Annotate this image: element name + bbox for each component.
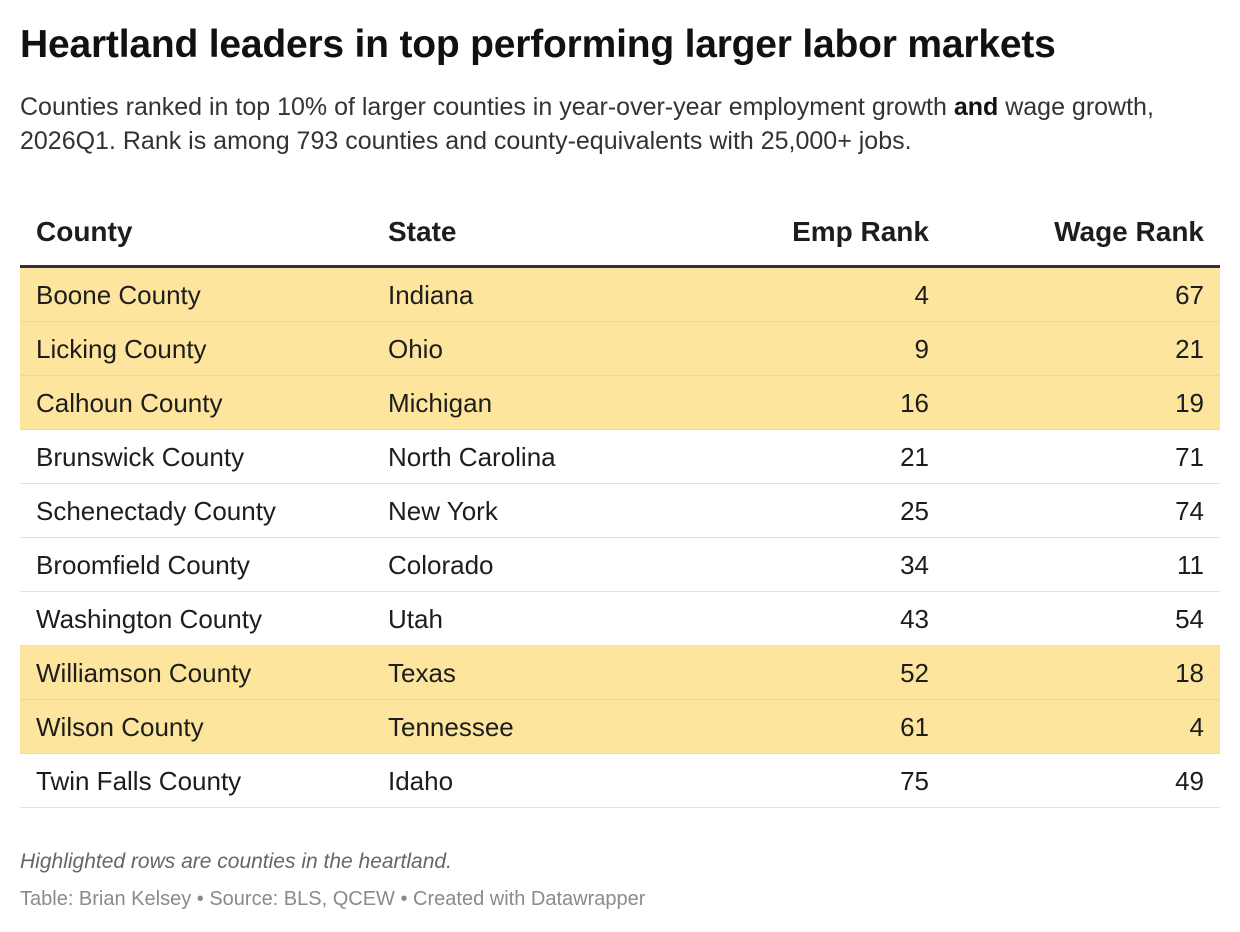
cell-state: North Carolina xyxy=(388,442,556,472)
table-header: County State Emp Rank Wage Rank xyxy=(20,200,1220,268)
cell-emp-rank: 16 xyxy=(900,388,929,418)
subtitle-text-end: wage growth, 2026Q1. Rank is among 793 c… xyxy=(20,93,1154,155)
column-header-emp-rank[interactable]: Emp Rank xyxy=(792,216,929,247)
cell-emp-rank: 75 xyxy=(900,766,929,796)
cell-wage-rank: 74 xyxy=(1175,496,1204,526)
cell-county: Licking County xyxy=(36,334,207,364)
cell-county: Calhoun County xyxy=(36,388,223,418)
table-row: Calhoun County Michigan 16 19 xyxy=(20,376,1220,430)
table-row: Williamson County Texas 52 18 xyxy=(20,646,1220,700)
table-row: Boone County Indiana 4 67 xyxy=(20,268,1220,322)
table-row: Washington County Utah 43 54 xyxy=(20,592,1220,646)
table-row: Brunswick County North Carolina 21 71 xyxy=(20,430,1220,484)
cell-county: Brunswick County xyxy=(36,442,245,472)
cell-county: Williamson County xyxy=(36,658,252,688)
cell-emp-rank: 52 xyxy=(900,658,929,688)
cell-state: Tennessee xyxy=(388,712,514,742)
cell-emp-rank: 21 xyxy=(900,442,929,472)
table-row: Licking County Ohio 9 21 xyxy=(20,322,1220,376)
cell-county: Washington County xyxy=(36,604,262,634)
cell-emp-rank: 34 xyxy=(900,550,929,580)
cell-state: Michigan xyxy=(388,388,493,418)
cell-state: Utah xyxy=(388,604,443,634)
cell-county: Boone County xyxy=(36,280,201,310)
cell-wage-rank: 71 xyxy=(1175,442,1204,472)
column-header-state[interactable]: State xyxy=(388,216,457,247)
cell-wage-rank: 21 xyxy=(1175,334,1204,364)
chart-title: Heartland leaders in top performing larg… xyxy=(20,23,1056,66)
table-row: Twin Falls County Idaho 75 49 xyxy=(20,754,1220,808)
table-note: Highlighted rows are counties in the hea… xyxy=(20,850,452,873)
cell-wage-rank: 49 xyxy=(1175,766,1204,796)
table-body: Boone County Indiana 4 67 Licking County Ohio… xyxy=(20,268,1220,808)
subtitle-text-start: Counties ranked in top 10% of larger cou… xyxy=(20,93,954,121)
table-row: Wilson County Tennessee 61 4 xyxy=(20,700,1220,754)
data-table: County State Emp Rank Wage Rank Boone Co… xyxy=(20,200,1220,808)
cell-emp-rank: 25 xyxy=(900,496,929,526)
cell-wage-rank: 18 xyxy=(1175,658,1204,688)
cell-county: Schenectady County xyxy=(36,496,276,526)
column-header-county[interactable]: County xyxy=(36,216,133,247)
subtitle-text-bold: and xyxy=(953,93,999,121)
cell-emp-rank: 9 xyxy=(914,334,929,364)
cell-wage-rank: 19 xyxy=(1175,388,1204,418)
cell-county: Broomfield County xyxy=(36,550,250,580)
cell-emp-rank: 4 xyxy=(914,280,929,310)
cell-state: Indiana xyxy=(388,280,474,310)
cell-state: Colorado xyxy=(388,550,494,580)
cell-state: Idaho xyxy=(388,766,454,796)
table-source: Table: Brian Kelsey • Source: BLS, QCEW … xyxy=(20,888,646,910)
cell-county: Twin Falls County xyxy=(36,766,242,796)
cell-emp-rank: 43 xyxy=(900,604,929,634)
cell-wage-rank: 54 xyxy=(1175,604,1204,634)
cell-wage-rank: 11 xyxy=(1177,550,1204,580)
cell-wage-rank: 4 xyxy=(1189,712,1204,742)
cell-state: Texas xyxy=(388,658,456,688)
cell-state: Ohio xyxy=(388,334,443,364)
cell-state: New York xyxy=(388,496,498,526)
cell-wage-rank: 67 xyxy=(1175,280,1204,310)
table-row: Schenectady County New York 25 74 xyxy=(20,484,1220,538)
column-header-wage-rank[interactable]: Wage Rank xyxy=(1054,216,1204,247)
cell-emp-rank: 61 xyxy=(900,712,929,742)
cell-county: Wilson County xyxy=(36,712,204,742)
chart-subtitle: Counties ranked in top 10% of larger cou… xyxy=(20,90,1220,158)
table-row: Broomfield County Colorado 34 11 xyxy=(20,538,1220,592)
